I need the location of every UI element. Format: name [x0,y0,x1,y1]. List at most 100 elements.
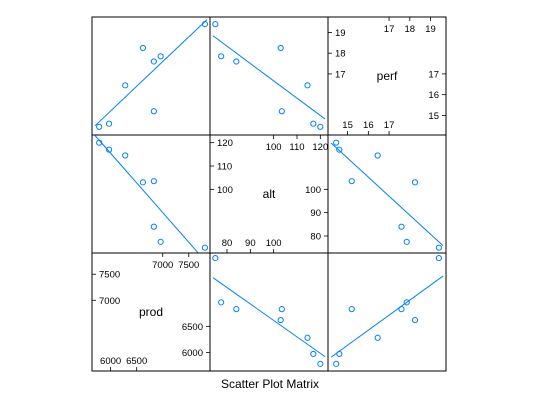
panel-alt-vs-alt: alt 100 110 120 80 90 100 80 90 100 100 110 120 [209,134,329,254]
regression-line [330,142,444,247]
tick-label: 80 [310,232,321,243]
tick-label: 17 [335,69,346,80]
data-point [201,21,209,28]
data-point [150,178,157,185]
data-point [411,179,419,186]
panel-prod-vs-perf [327,252,447,372]
data-point [304,334,311,341]
data-point [374,152,381,159]
data-point [96,123,103,130]
data-point [333,139,340,146]
data-point [212,21,219,28]
regression-line [94,19,208,127]
panel-perf-vs-perf: perf 17 18 19 15 16 17 15 16 17 17 18 19 [327,16,447,136]
tick-label: 100 [266,238,282,249]
data-point [122,152,129,159]
data-point [277,44,284,52]
data-point [157,238,164,245]
data-point [139,179,147,186]
variable-name-prod: prod [139,305,163,319]
data-point [278,108,285,115]
panels-layer: perf 17 18 19 15 16 17 15 16 17 17 18 19 alt 100 110 120… [91,16,447,372]
data-point [218,299,225,306]
data-point [150,223,157,230]
data-point [304,82,311,89]
data-point [157,53,164,60]
data-point [105,120,113,127]
tick-label: 90 [245,238,256,249]
tick-label: 100 [266,142,282,153]
data-point [333,360,340,367]
data-point [348,306,355,313]
data-point [336,146,343,153]
tick-label: 6500 [182,322,203,333]
data-point [277,316,284,324]
variable-name-perf: perf [377,69,398,83]
data-point [403,299,410,306]
panel-frame [91,16,211,136]
tick-label: 120 [312,142,328,153]
tick-label: 19 [335,28,346,39]
tick-label: 110 [289,142,304,153]
data-point [201,244,209,251]
tick-label: 110 [217,162,232,173]
panel-alt-vs-prod [91,134,211,254]
data-point [233,306,240,313]
tick-label: 18 [405,24,416,35]
regression-line [212,35,326,120]
tick-label: 7500 [178,260,199,271]
tick-label: 100 [305,185,321,196]
regression-line [330,275,444,358]
data-point [435,244,442,251]
tick-label: 6000 [182,348,203,359]
tick-label: 17 [428,69,439,80]
data-point [310,120,317,127]
data-point [398,223,405,230]
data-point [233,58,240,65]
panel-perf-vs-alt [209,16,329,136]
data-point [218,53,225,60]
data-point [150,108,157,115]
regression-line [212,277,326,358]
variable-name-alt: alt [263,187,276,201]
data-point [411,316,419,324]
data-point [317,123,324,130]
data-point [105,146,113,153]
tick-label: 18 [335,49,346,60]
panel-prod-vs-prod: prod 7000 7500 6000 6500 6000 6500 7000 7500 [91,252,211,372]
tick-label: 16 [363,120,374,131]
tick-label: 19 [425,24,436,35]
data-point [374,334,381,341]
data-point [212,254,219,262]
data-point [348,178,355,185]
tick-label: 16 [428,90,439,101]
data-point [317,360,324,367]
tick-label: 90 [310,208,321,219]
tick-label: 15 [342,120,353,131]
chart-title: Scatter Plot Matrix [221,377,319,391]
data-point [310,350,317,358]
data-point [122,82,129,89]
panel-prod-vs-alt [209,252,329,372]
tick-label: 7000 [152,260,173,271]
tick-label: 17 [384,24,395,35]
tick-label: 6500 [126,356,147,367]
tick-label: 100 [217,185,233,196]
panel-perf-vs-prod [91,16,211,136]
panel-frame [209,16,329,136]
tick-label: 80 [222,238,233,249]
data-point [139,44,147,52]
tick-label: 6000 [100,356,121,367]
data-point [150,58,157,65]
data-point [278,306,285,313]
tick-label: 7500 [99,270,120,281]
tick-label: 17 [384,120,395,131]
panel-frame [327,252,447,372]
tick-label: 15 [428,111,439,122]
data-point [403,238,410,245]
tick-label: 120 [217,138,233,149]
tick-label: 7000 [99,296,120,307]
regression-line [94,135,199,253]
data-point [435,254,442,262]
